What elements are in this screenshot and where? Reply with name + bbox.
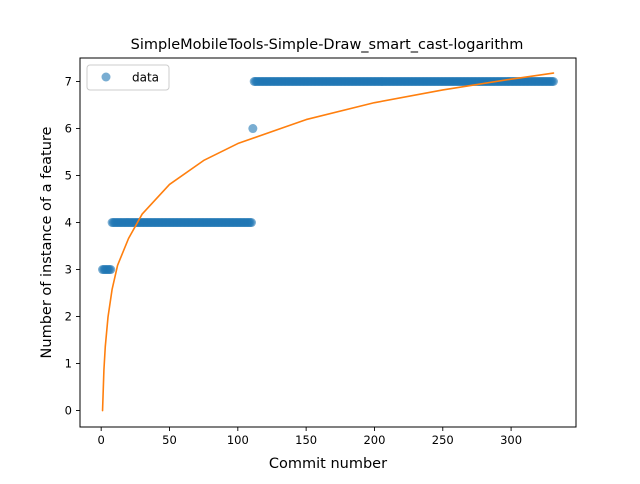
y-tick-label: 3 bbox=[65, 263, 72, 277]
plot-area bbox=[98, 72, 558, 412]
x-tick-label: 150 bbox=[295, 433, 317, 447]
x-axis-label: Commit number bbox=[269, 456, 387, 472]
axes-frame bbox=[79, 57, 577, 428]
x-tick-label: 0 bbox=[98, 433, 105, 447]
y-tick-label: 6 bbox=[65, 122, 72, 136]
chart-title: SimpleMobileTools-Simple-Draw_smart_cast… bbox=[131, 37, 524, 53]
x-tick-label: 50 bbox=[162, 433, 177, 447]
y-tick-label: 2 bbox=[65, 310, 72, 324]
data-point bbox=[248, 124, 258, 134]
data-point bbox=[548, 77, 558, 86]
legend-label-data: data bbox=[132, 71, 159, 85]
data-point bbox=[246, 218, 256, 228]
y-axis-label: Number of instance of a feature bbox=[39, 126, 55, 358]
axis-ticks: 0 50 100 150 200 250 300 0 1 2 3 4 5 6 7 bbox=[65, 75, 522, 447]
y-tick-label: 7 bbox=[65, 75, 72, 89]
legend: data bbox=[86, 64, 170, 91]
y-tick-label: 1 bbox=[65, 357, 72, 371]
x-tick-label: 250 bbox=[432, 433, 454, 447]
x-tick-label: 100 bbox=[227, 433, 249, 447]
x-tick-label: 300 bbox=[500, 433, 522, 447]
data-point bbox=[106, 265, 116, 275]
y-tick-label: 5 bbox=[65, 169, 72, 183]
x-tick-label: 200 bbox=[363, 433, 385, 447]
legend-box bbox=[86, 64, 170, 91]
legend-marker-data bbox=[101, 72, 111, 82]
fit-line bbox=[101, 72, 555, 412]
y-tick-label: 0 bbox=[65, 404, 72, 418]
y-tick-label: 4 bbox=[65, 216, 72, 230]
